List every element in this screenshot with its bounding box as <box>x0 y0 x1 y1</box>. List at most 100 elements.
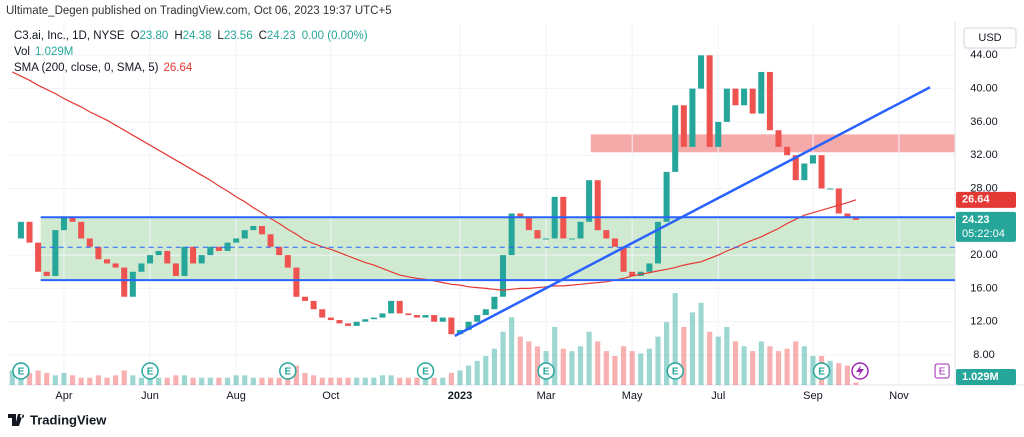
y-tick-label: 36.00 <box>970 116 998 128</box>
volume-bar <box>560 348 566 385</box>
volume-bar <box>689 312 696 385</box>
volume-bar <box>87 377 93 385</box>
candle-body <box>388 300 395 314</box>
volume-bar <box>354 377 360 385</box>
upcoming-earnings-marker <box>934 363 950 379</box>
volume-bar <box>104 377 110 385</box>
volume-bar <box>164 377 170 385</box>
y-tick-label: 16.00 <box>970 282 998 294</box>
volume-bar <box>422 377 429 385</box>
candle-body <box>835 188 842 214</box>
volume-bar <box>767 346 773 385</box>
candle-body <box>207 246 214 256</box>
brand-logo <box>8 414 25 426</box>
volume-bar <box>121 370 127 385</box>
volume-bar <box>181 375 188 385</box>
volume-bar <box>242 375 248 385</box>
earnings-marker[interactable] <box>141 362 159 380</box>
candle-body <box>775 130 782 147</box>
volume-bar <box>379 375 386 385</box>
x-tick-label: 2023 <box>448 390 472 402</box>
volume-value-label: 1.029M <box>962 371 999 383</box>
earnings-marker[interactable] <box>416 362 435 380</box>
earnings-marker[interactable] <box>537 362 555 380</box>
volume-bar <box>741 346 747 385</box>
zone <box>590 134 955 153</box>
candle-body <box>190 246 197 264</box>
candle-body <box>172 263 179 276</box>
earnings-marker[interactable] <box>12 362 30 380</box>
candle-body <box>465 321 472 331</box>
earnings-marker[interactable] <box>812 362 831 380</box>
earnings-marker[interactable] <box>279 362 297 380</box>
candle-body <box>689 88 696 147</box>
x-tick-label: Apr <box>55 390 72 402</box>
candle-body <box>147 255 154 264</box>
currency: USD <box>978 32 1001 44</box>
y-tick-label: 20.00 <box>970 249 998 261</box>
candle-body <box>611 238 618 247</box>
candle-body <box>646 263 653 272</box>
candle-body <box>112 263 119 268</box>
volume-bar <box>130 375 136 385</box>
volume-bar <box>750 351 756 385</box>
candle-body <box>568 238 575 240</box>
candle-body <box>491 296 498 310</box>
candle-body <box>715 121 722 147</box>
candle-body <box>852 217 860 220</box>
volume-bar <box>698 302 704 385</box>
candle-body <box>723 88 730 122</box>
volume-bar <box>26 372 33 385</box>
y-tick-label: 8.00 <box>973 349 994 361</box>
countdown: 05:22:04 <box>962 228 1005 240</box>
candle-body <box>654 221 661 264</box>
candle-body <box>103 259 111 264</box>
volume-bar <box>457 370 463 385</box>
y-tick-label: 44.00 <box>970 49 998 61</box>
legend-volume: Vol 1.029M <box>14 46 73 58</box>
candle-body <box>525 217 532 231</box>
candle-body <box>362 319 369 322</box>
candle-body <box>26 221 33 243</box>
ohlc-value: 23.80 <box>140 30 169 42</box>
candle-body <box>353 321 360 326</box>
volume-bar <box>328 377 334 385</box>
volume-bar <box>758 341 764 385</box>
candle-body <box>586 180 593 222</box>
candle-body <box>543 238 550 240</box>
last-price-label: 24.23 <box>962 214 990 226</box>
volume-name: Vol <box>14 46 30 58</box>
y-tick-label: 32.00 <box>970 149 998 161</box>
volume-bar <box>397 377 403 385</box>
earnings-label: E <box>18 367 25 378</box>
x-tick-label: Mar <box>537 390 556 402</box>
candle-body <box>620 246 627 272</box>
candle-body <box>431 315 438 322</box>
candle-body <box>293 267 300 297</box>
candle-body <box>215 246 222 251</box>
sma-price-label: 26.64 <box>962 194 990 206</box>
candle-body <box>732 88 739 106</box>
volume-bar <box>715 336 721 385</box>
candle-body <box>345 323 352 326</box>
volume-bar <box>853 382 859 385</box>
candle-body <box>35 242 42 272</box>
volume-bar <box>388 375 394 385</box>
volume-bar <box>646 348 652 385</box>
volume-bar <box>775 351 782 385</box>
candle-body <box>801 163 808 181</box>
earnings-marker[interactable] <box>666 362 684 380</box>
volume-bar <box>603 351 609 385</box>
currency-box[interactable] <box>963 27 1017 49</box>
volume-bar <box>844 365 850 385</box>
candle-body <box>672 105 679 172</box>
candle-body <box>310 300 317 310</box>
candle-body <box>78 221 85 239</box>
candle-body <box>844 213 851 218</box>
candle-body <box>698 55 705 89</box>
candle-body <box>224 242 231 251</box>
y-tick-label: 28.00 <box>970 182 998 194</box>
candle-body <box>198 255 205 264</box>
volume-bar <box>440 377 446 385</box>
